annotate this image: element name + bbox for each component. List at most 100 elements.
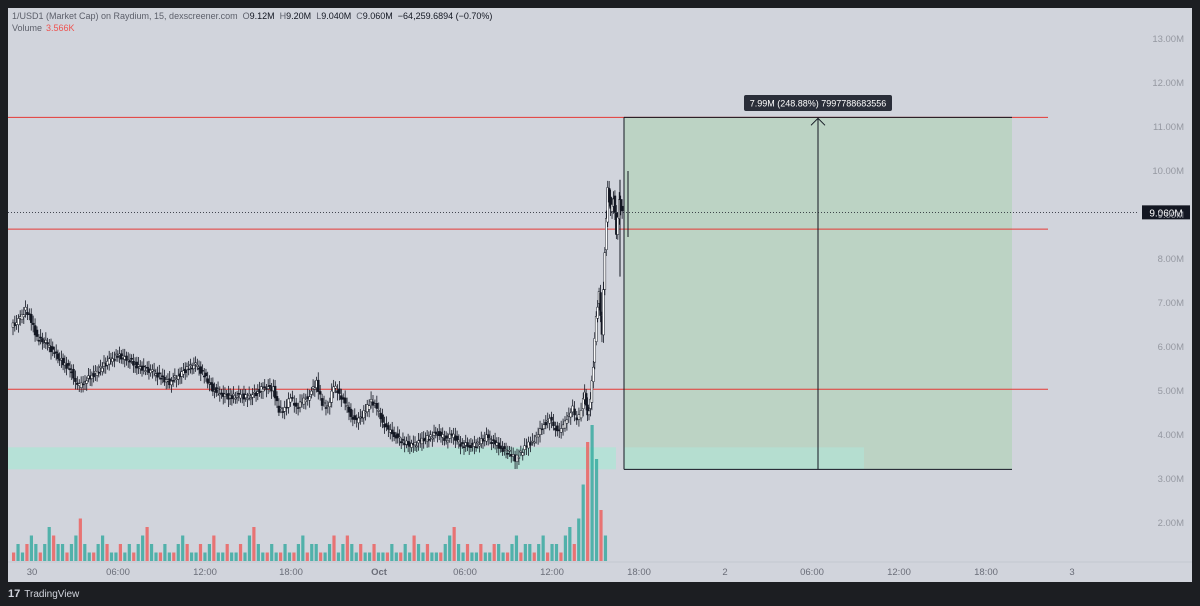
volume-bar: [20, 552, 25, 561]
candle-body: [285, 406, 288, 409]
volume-label: Volume: [12, 23, 43, 33]
candle-body: [170, 380, 173, 386]
volume-bar: [501, 552, 505, 561]
volume-bar: [118, 544, 122, 561]
candle-body: [550, 416, 553, 421]
volume-bar: [292, 552, 296, 561]
volume-bar: [603, 535, 608, 561]
volume-bar: [172, 552, 176, 561]
measure-label-box: [744, 95, 892, 111]
candle-body: [616, 217, 620, 235]
volume-bar: [594, 459, 599, 561]
candle-body: [345, 405, 349, 408]
candle-body: [508, 450, 511, 452]
volume-bar: [12, 552, 16, 561]
volume-bar: [528, 544, 532, 561]
measure-arrow-head-icon: [810, 117, 826, 126]
candle-body: [279, 407, 283, 410]
volume-bar: [523, 544, 527, 561]
candle-body: [56, 353, 60, 359]
candle-body: [251, 394, 254, 398]
volume-bar: [563, 535, 567, 561]
candle-body: [296, 407, 300, 409]
volume-bar: [408, 552, 412, 561]
chart-area[interactable]: 9.060M 7.99M (248.88%) 7997788683556 2.0…: [8, 8, 1192, 582]
symbol-line: 1/USD1 (Market Cap) on Raydium, 15, dexs…: [12, 11, 238, 21]
x-tick-label: 18:00: [627, 567, 651, 578]
candle-body: [72, 368, 75, 379]
candle-body: [357, 417, 360, 424]
volume-bar: [590, 425, 594, 561]
volume-bar: [149, 544, 154, 561]
high-value: 9.20M: [286, 11, 312, 21]
candle-body: [473, 442, 476, 447]
y-tick-label: 4.00M: [1158, 430, 1184, 441]
candle-body: [97, 371, 101, 374]
candle-body: [152, 370, 156, 372]
candle-body: [107, 358, 111, 365]
tradingview-mark-icon: 17: [8, 588, 21, 600]
candle-body: [294, 402, 298, 407]
candle-body: [620, 205, 624, 212]
volume-bar: [425, 544, 430, 561]
volume-bar: [310, 544, 314, 561]
close-value: 9.060M: [362, 11, 393, 21]
x-tick-label: 06:00: [800, 567, 824, 578]
candle-body: [466, 442, 469, 447]
candle-body: [308, 396, 311, 401]
candle-body: [74, 378, 77, 382]
candle-body: [581, 398, 585, 409]
candle-body: [488, 438, 492, 440]
candle-body: [364, 411, 367, 414]
candle-body: [559, 428, 563, 433]
volume-bar: [105, 544, 109, 561]
chart-canvas[interactable]: 9.060M 7.99M (248.88%) 7997788683556 2.0…: [8, 8, 1192, 582]
chart-legend: 1/USD1 (Market Cap) on Raydium, 15, dexs…: [12, 11, 492, 21]
candle-body: [317, 379, 320, 392]
candle-body: [552, 421, 555, 427]
candle-body: [410, 443, 413, 448]
candle-body: [490, 441, 493, 445]
candle-body: [523, 445, 526, 450]
candle-body: [417, 440, 420, 444]
candle-body: [387, 425, 390, 430]
volume-bar: [372, 544, 376, 561]
candle-body: [125, 355, 128, 361]
volume-bar: [296, 544, 300, 561]
volume-bar: [443, 544, 447, 561]
candle-body: [128, 360, 132, 363]
candle-body: [209, 382, 213, 385]
x-tick-label: 12:00: [540, 567, 564, 578]
volume-bar: [390, 544, 394, 561]
brand-name: TradingView: [24, 588, 80, 600]
candle-body: [415, 445, 419, 448]
volume-bar: [457, 544, 461, 561]
candle-body: [85, 380, 88, 384]
footer-bar: 17 TradingView: [0, 582, 1200, 606]
volume-bar: [65, 552, 69, 561]
volume-bar: [359, 544, 363, 561]
candle-body: [289, 397, 292, 403]
volume-bar: [283, 544, 287, 561]
x-tick-label: 18:00: [279, 567, 303, 578]
candle-body: [448, 433, 452, 439]
measure-label: 7.99M (248.88%) 7997788683556: [750, 99, 887, 109]
candle-body: [330, 390, 333, 403]
volume-bar: [336, 552, 341, 561]
candle-body: [24, 306, 27, 311]
candle-body: [587, 410, 591, 416]
candle-body: [399, 441, 403, 444]
volume-bar: [581, 484, 585, 561]
volume-bar: [185, 544, 189, 561]
tradingview-logo[interactable]: 17 TradingView: [8, 588, 79, 600]
volume-bar: [448, 535, 452, 561]
candle-body: [398, 436, 401, 439]
candle-body: [596, 306, 599, 319]
candle-body: [529, 442, 532, 446]
candle-body: [602, 289, 605, 336]
candle-body: [504, 449, 508, 452]
volume-bar: [158, 552, 163, 561]
candle-body: [434, 431, 438, 435]
volume-bar: [212, 535, 216, 561]
volume-bar: [198, 544, 203, 561]
